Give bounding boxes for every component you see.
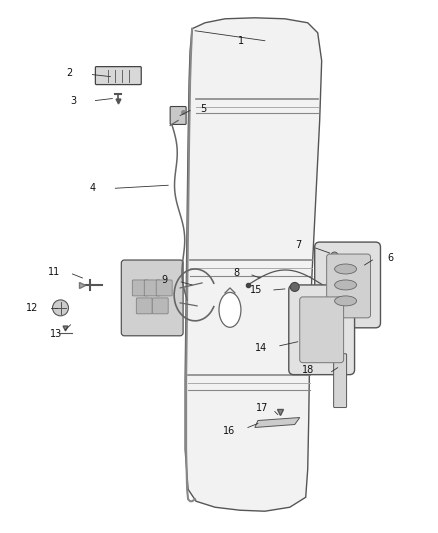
FancyBboxPatch shape <box>300 297 343 362</box>
Ellipse shape <box>219 293 241 327</box>
FancyBboxPatch shape <box>170 107 186 124</box>
Text: 8: 8 <box>234 268 240 278</box>
Polygon shape <box>255 417 300 427</box>
Text: 14: 14 <box>254 343 267 353</box>
FancyBboxPatch shape <box>152 298 168 314</box>
Text: 7: 7 <box>296 240 302 250</box>
Text: 1: 1 <box>238 36 244 46</box>
Text: 6: 6 <box>388 253 394 263</box>
FancyBboxPatch shape <box>136 298 152 314</box>
Ellipse shape <box>335 296 357 306</box>
Ellipse shape <box>335 264 357 274</box>
Text: 9: 9 <box>161 275 167 285</box>
Text: 2: 2 <box>66 68 72 78</box>
Ellipse shape <box>290 282 299 292</box>
FancyBboxPatch shape <box>156 280 172 296</box>
Text: 11: 11 <box>48 267 60 277</box>
Text: 16: 16 <box>223 426 235 437</box>
Text: 15: 15 <box>250 285 262 295</box>
FancyBboxPatch shape <box>334 354 346 408</box>
FancyBboxPatch shape <box>327 254 371 318</box>
FancyBboxPatch shape <box>132 280 148 296</box>
Text: 17: 17 <box>255 402 268 413</box>
Text: 18: 18 <box>303 365 314 375</box>
FancyBboxPatch shape <box>144 280 160 296</box>
FancyBboxPatch shape <box>289 285 355 375</box>
Text: 5: 5 <box>200 103 206 114</box>
Ellipse shape <box>53 300 68 316</box>
Polygon shape <box>185 18 321 511</box>
Text: 4: 4 <box>89 183 95 193</box>
Text: 12: 12 <box>26 303 39 313</box>
Ellipse shape <box>335 280 357 290</box>
FancyBboxPatch shape <box>95 67 141 85</box>
FancyBboxPatch shape <box>314 242 381 328</box>
Text: 13: 13 <box>50 329 63 339</box>
Text: 3: 3 <box>71 95 77 106</box>
FancyBboxPatch shape <box>121 260 183 336</box>
